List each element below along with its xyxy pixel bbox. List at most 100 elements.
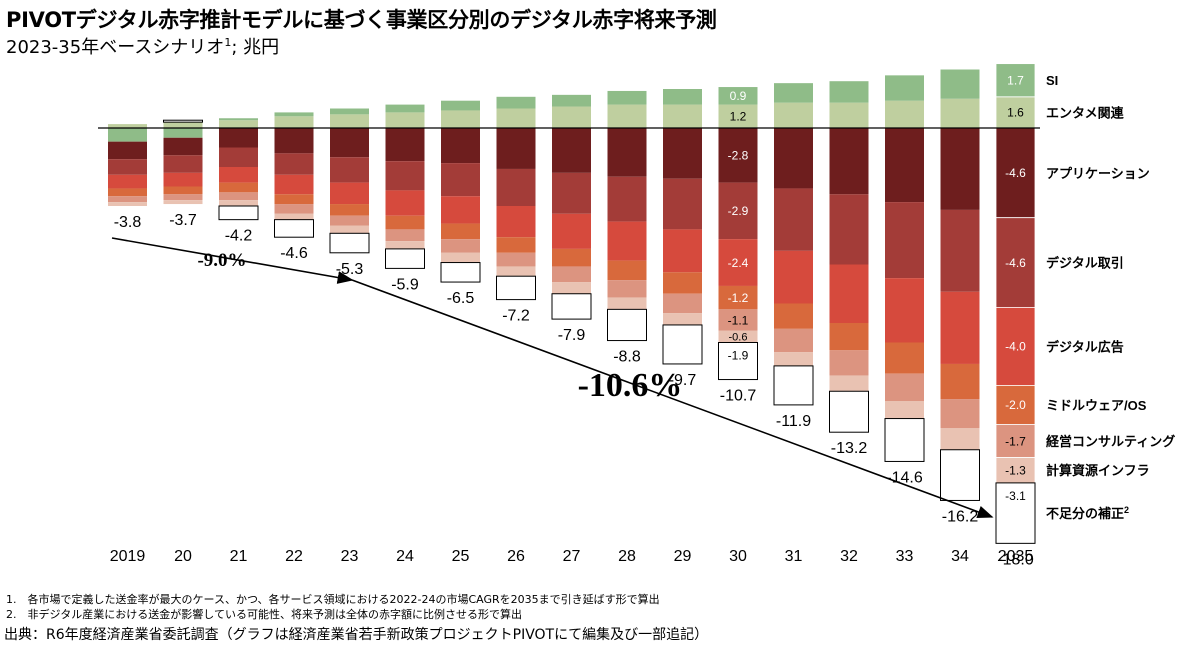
bar-segment xyxy=(995,306,1036,386)
bar-segment xyxy=(441,100,480,111)
bar-segment xyxy=(551,293,592,320)
bar-segment xyxy=(995,457,1036,484)
total-label: -14.6 xyxy=(886,469,923,486)
category-label: 30 xyxy=(729,548,747,565)
total-label: -18.0 xyxy=(997,551,1034,568)
bar-segment xyxy=(330,225,369,234)
segment-value-label: -0.6 xyxy=(729,332,748,344)
segment-value-label: -2.8 xyxy=(728,149,749,163)
bar-segment xyxy=(774,250,813,304)
bar-segment xyxy=(385,128,425,162)
bar-segment xyxy=(330,182,369,205)
bar-segment xyxy=(385,229,425,242)
bar-segment xyxy=(774,303,813,329)
bar-segment xyxy=(995,96,1036,129)
bar-segment xyxy=(885,342,924,374)
bar-segment xyxy=(718,87,758,105)
bar-segment xyxy=(330,204,369,216)
bar-segment xyxy=(219,118,258,121)
bar-segment xyxy=(663,128,702,179)
bar-segment xyxy=(496,128,536,169)
bar-segment xyxy=(552,106,591,128)
segment-value-label: -1.2 xyxy=(728,291,749,305)
bar-segment xyxy=(885,278,924,343)
bar-segment xyxy=(663,104,702,128)
total-label: -3.7 xyxy=(169,212,197,229)
bar-segment xyxy=(108,202,147,206)
bar-segment xyxy=(940,399,980,429)
bar-segment xyxy=(718,239,758,286)
bar-segment xyxy=(108,174,147,189)
bar-segment xyxy=(829,194,869,265)
legend-label: 計算資源インフラ xyxy=(1046,463,1150,478)
bar-segment xyxy=(441,128,480,164)
category-label: 29 xyxy=(674,548,692,565)
bar-segment xyxy=(274,112,314,117)
bar-segment xyxy=(385,241,425,249)
bar-segment xyxy=(552,94,591,107)
bar-segment xyxy=(385,104,425,113)
bar-segment xyxy=(607,308,647,342)
bar-segment xyxy=(163,119,203,123)
bar-segment xyxy=(829,390,869,433)
subtitle-unit: ; 兆円 xyxy=(231,37,280,58)
bar-segment xyxy=(219,167,258,183)
bar-segment xyxy=(496,237,536,253)
chart-title: PIVOTデジタル赤字推計モデルに基づく事業区分別のデジタル赤字将来予測 xyxy=(6,8,717,32)
total-label: -4.2 xyxy=(225,228,253,245)
bar-segment xyxy=(329,232,370,254)
bar-segment xyxy=(607,128,647,177)
legend-label: アプリケーション xyxy=(1046,166,1150,181)
segment-value-label: -4.0 xyxy=(1005,340,1026,354)
total-label: -11.9 xyxy=(776,413,811,430)
bar-segment xyxy=(496,275,536,301)
segment-value-label: -4.6 xyxy=(1005,166,1026,180)
bar-segment xyxy=(829,375,869,392)
bar-segment xyxy=(607,297,647,310)
segment-value-label: -1.7 xyxy=(1005,434,1026,448)
bar-segment xyxy=(829,350,869,376)
cagr-arrow-1 xyxy=(111,237,354,284)
legend-label: 不足分の補正2 xyxy=(1046,505,1129,521)
bar-segment xyxy=(940,98,980,128)
bar-segment xyxy=(441,239,480,253)
bar-segment xyxy=(995,384,1036,425)
bar-segment xyxy=(774,102,813,128)
total-label: -8.8 xyxy=(613,349,641,366)
bar-segment xyxy=(108,141,147,160)
bar-segment xyxy=(274,194,314,205)
bar-segment xyxy=(385,215,425,230)
category-label: 21 xyxy=(230,548,248,565)
legend-label: エンタメ関連 xyxy=(1046,105,1125,120)
bar-segment xyxy=(552,172,591,214)
bar-segment xyxy=(552,282,591,294)
bar-segment xyxy=(885,75,924,101)
category-label: 26 xyxy=(507,548,525,565)
bar-segment xyxy=(718,128,758,183)
bar-segment xyxy=(385,190,425,216)
category-label: 33 xyxy=(896,548,914,565)
bar-segment xyxy=(218,205,259,221)
bar-segment xyxy=(274,153,314,175)
bar-segment xyxy=(108,124,147,128)
bar-segment xyxy=(163,155,203,173)
bar-segment xyxy=(718,309,758,331)
bar-segment xyxy=(330,215,369,226)
bar-segment xyxy=(441,196,480,224)
total-label: -6.5 xyxy=(447,290,475,307)
bar-segment xyxy=(385,112,425,128)
bar-segment xyxy=(330,128,369,158)
legend-label: ミドルウェア/OS xyxy=(1046,398,1147,413)
bar-segment xyxy=(552,128,591,173)
total-label: -5.3 xyxy=(336,261,364,278)
bar-segment xyxy=(885,373,924,401)
bar-segment xyxy=(774,128,813,189)
bar-segment xyxy=(995,217,1036,308)
bar-segment xyxy=(163,128,203,138)
stacked-bar-chart: -3.8 2019 -3.7 20 -4.2 21 -4.6 22 -5.3 23 -5.9 24 -6… xyxy=(98,63,1175,568)
category-label: 32 xyxy=(840,548,858,565)
legend-label: 経営コンサルティング xyxy=(1046,434,1175,449)
bar-segment xyxy=(940,128,980,210)
bar-segment xyxy=(829,323,869,351)
bar-segment xyxy=(441,252,480,263)
